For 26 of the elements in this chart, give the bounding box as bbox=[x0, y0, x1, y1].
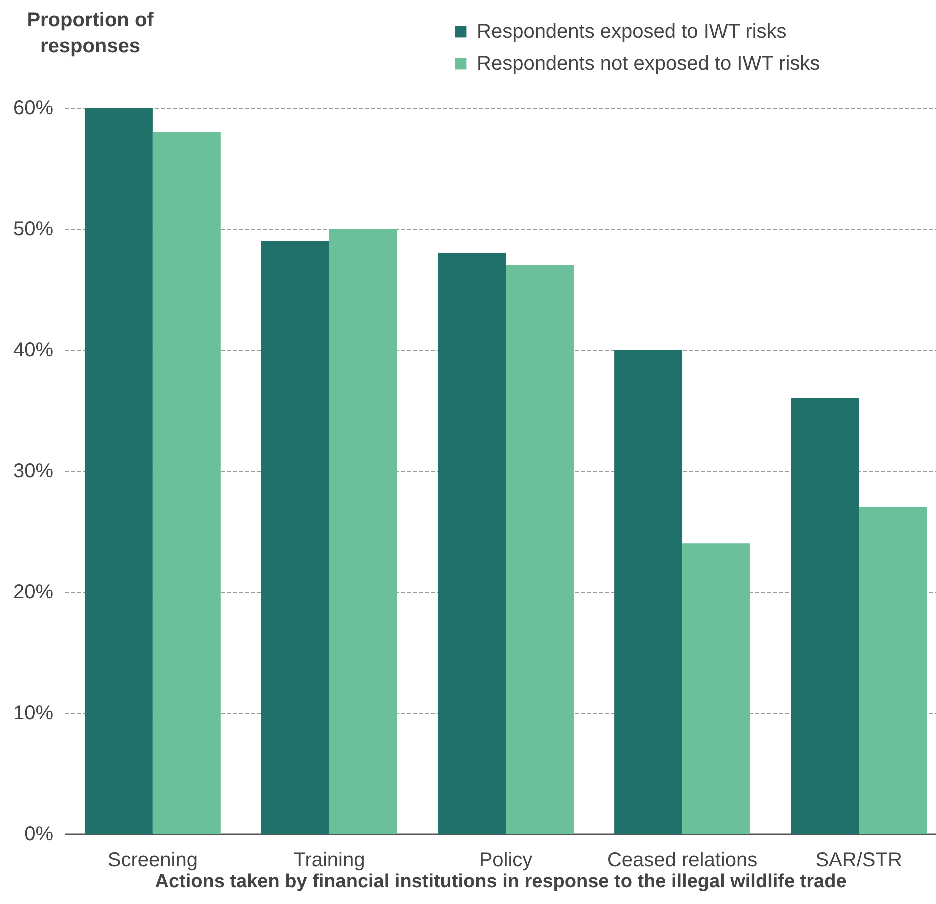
bar bbox=[152, 132, 221, 834]
x-axis-title: Actions taken by financial institutions in response to the illegal wildlife trade bbox=[155, 872, 847, 892]
y-tick-label: 0% bbox=[24, 824, 54, 846]
x-tick-label: SAR/STR bbox=[816, 850, 902, 872]
x-tick-label: Training bbox=[294, 850, 366, 872]
x-tick-label: Screening bbox=[108, 850, 198, 872]
bar bbox=[859, 507, 928, 834]
bar bbox=[262, 241, 330, 834]
bar bbox=[438, 253, 506, 834]
bar bbox=[682, 544, 750, 834]
x-tick-label: Policy bbox=[479, 850, 533, 872]
x-tick-label: Ceased relations bbox=[607, 850, 758, 872]
y-axis-title: Proportion of responses bbox=[27, 10, 154, 58]
bar bbox=[791, 398, 860, 834]
bar bbox=[329, 229, 398, 834]
bar bbox=[506, 265, 574, 834]
y-tick-label: 50% bbox=[13, 218, 54, 240]
y-tick-label: 20% bbox=[13, 582, 54, 604]
legend-label: Respondents exposed to IWT risks bbox=[477, 21, 787, 43]
y-tick-label: 10% bbox=[13, 702, 54, 724]
y-tick-label: 60% bbox=[13, 98, 54, 120]
legend-label: Respondents not exposed to IWT risks bbox=[477, 53, 820, 75]
y-tick-label: 30% bbox=[13, 460, 54, 482]
bar bbox=[614, 350, 683, 834]
bar bbox=[84, 108, 153, 834]
y-tick-label: 40% bbox=[13, 340, 54, 362]
